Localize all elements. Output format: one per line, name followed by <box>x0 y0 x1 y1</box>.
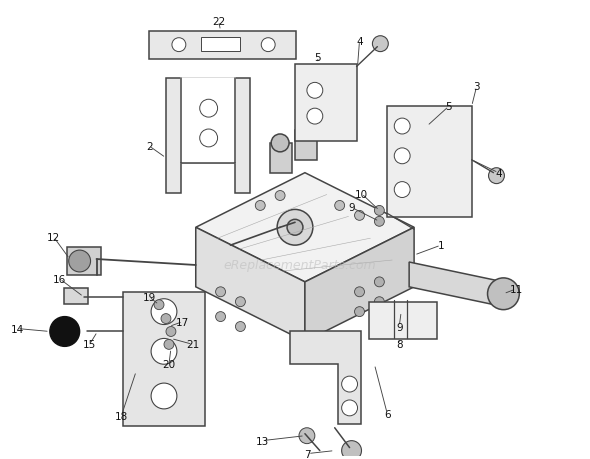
Circle shape <box>154 300 164 310</box>
Circle shape <box>166 327 176 337</box>
Bar <box>270 144 292 174</box>
Circle shape <box>164 340 174 350</box>
Circle shape <box>151 299 177 325</box>
Circle shape <box>355 211 365 221</box>
Circle shape <box>200 130 218 147</box>
Circle shape <box>277 210 313 246</box>
Text: 6: 6 <box>384 409 391 419</box>
Circle shape <box>151 383 177 409</box>
Bar <box>295 131 317 161</box>
Circle shape <box>342 376 358 392</box>
Circle shape <box>307 109 323 125</box>
Text: 4: 4 <box>495 168 502 178</box>
Bar <box>123 292 205 426</box>
Bar <box>201 38 240 51</box>
Circle shape <box>299 428 315 444</box>
Circle shape <box>355 307 365 317</box>
Bar <box>369 302 437 340</box>
Circle shape <box>235 297 245 307</box>
Polygon shape <box>196 174 414 282</box>
Circle shape <box>355 287 365 297</box>
Text: 18: 18 <box>114 411 128 421</box>
Polygon shape <box>196 228 305 341</box>
Circle shape <box>172 39 186 52</box>
Circle shape <box>394 149 410 164</box>
Polygon shape <box>290 332 362 424</box>
Text: 5: 5 <box>314 52 321 62</box>
Circle shape <box>489 168 504 184</box>
Text: 11: 11 <box>510 284 523 294</box>
Circle shape <box>296 122 314 140</box>
Text: 4: 4 <box>356 37 363 46</box>
Bar <box>295 64 356 142</box>
Text: 9: 9 <box>396 322 402 332</box>
Text: 21: 21 <box>186 340 199 350</box>
Circle shape <box>215 312 225 322</box>
Text: 7: 7 <box>304 448 311 459</box>
Circle shape <box>487 278 519 310</box>
Text: eReplacementParts.com: eReplacementParts.com <box>224 259 376 272</box>
Circle shape <box>200 100 218 118</box>
Circle shape <box>375 277 384 287</box>
Bar <box>387 107 471 218</box>
Text: 14: 14 <box>11 324 24 334</box>
Circle shape <box>235 322 245 332</box>
Text: 19: 19 <box>142 292 156 302</box>
Text: 5: 5 <box>445 102 452 112</box>
Circle shape <box>375 206 384 216</box>
Circle shape <box>287 220 303 235</box>
Circle shape <box>375 217 384 227</box>
Circle shape <box>307 83 323 99</box>
Text: 12: 12 <box>47 233 60 243</box>
Circle shape <box>68 251 90 272</box>
Text: 22: 22 <box>212 17 225 27</box>
Circle shape <box>394 182 410 198</box>
Polygon shape <box>409 263 503 307</box>
Circle shape <box>271 134 289 152</box>
Circle shape <box>215 287 225 297</box>
Circle shape <box>151 339 177 364</box>
Circle shape <box>372 37 388 52</box>
Circle shape <box>261 39 275 52</box>
Circle shape <box>50 317 80 347</box>
Text: 1: 1 <box>438 241 444 251</box>
Bar <box>64 288 87 304</box>
Text: 3: 3 <box>473 82 480 92</box>
Polygon shape <box>305 228 414 341</box>
Text: 13: 13 <box>255 436 269 446</box>
Polygon shape <box>166 79 250 193</box>
Bar <box>149 32 296 59</box>
Circle shape <box>342 400 358 416</box>
Text: 16: 16 <box>53 274 67 284</box>
Text: 9: 9 <box>348 203 355 213</box>
Circle shape <box>342 441 362 459</box>
Text: 8: 8 <box>396 340 402 350</box>
Text: 15: 15 <box>83 340 96 350</box>
Circle shape <box>335 201 345 211</box>
Text: 20: 20 <box>162 359 175 369</box>
Polygon shape <box>67 247 101 275</box>
Text: 17: 17 <box>176 317 189 327</box>
Polygon shape <box>181 79 235 163</box>
Circle shape <box>394 119 410 134</box>
Text: 10: 10 <box>355 189 368 199</box>
Text: 2: 2 <box>146 141 152 151</box>
Circle shape <box>375 297 384 307</box>
Circle shape <box>161 314 171 324</box>
Circle shape <box>275 191 285 201</box>
Circle shape <box>255 201 266 211</box>
